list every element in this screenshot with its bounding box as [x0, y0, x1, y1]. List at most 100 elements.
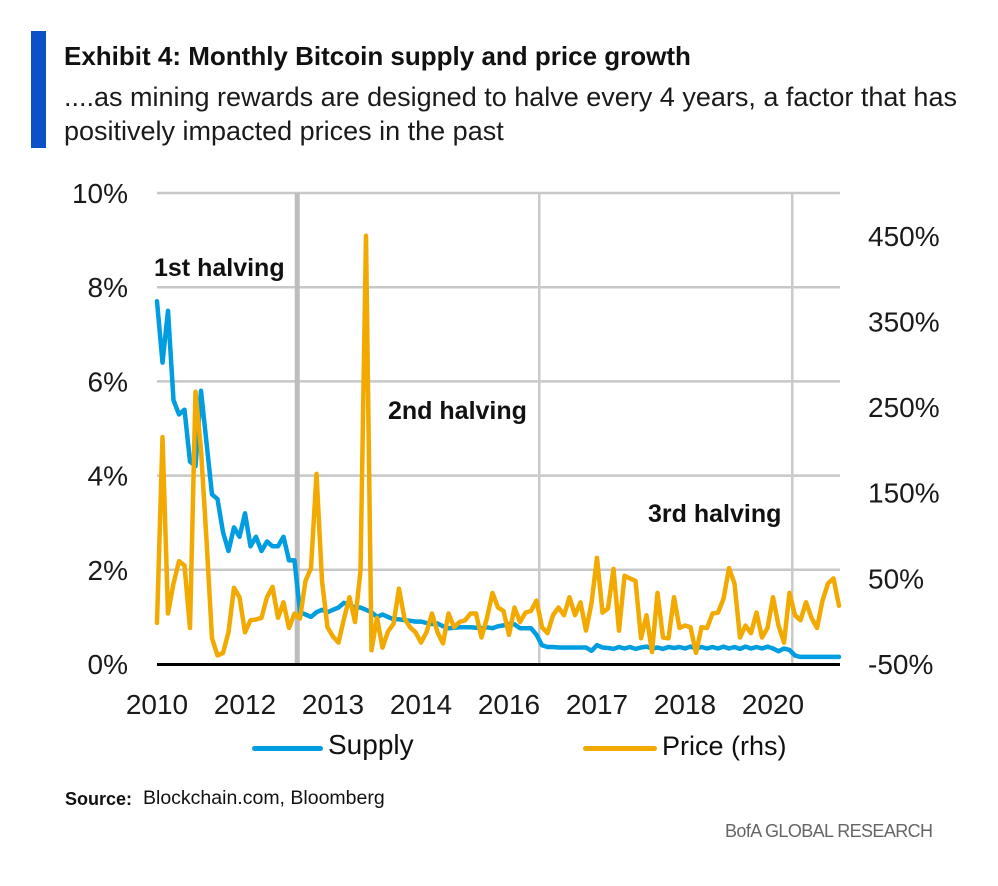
- supply-point: [579, 646, 582, 649]
- price-point: [238, 595, 241, 599]
- price-point: [667, 636, 670, 640]
- price-point: [705, 626, 709, 630]
- x-tick-label: 2018: [654, 689, 716, 720]
- price-point: [700, 625, 703, 629]
- price-point: [298, 617, 302, 621]
- supply-point: [491, 626, 494, 630]
- price-point: [392, 622, 395, 626]
- supply-point: [524, 626, 527, 630]
- exhibit-subtitle-line-2: positively impacted prices in the past: [64, 116, 504, 146]
- price-point: [177, 559, 181, 563]
- y-left-tick-label: 10%: [72, 178, 128, 209]
- price-point: [672, 595, 676, 599]
- price-point: [579, 600, 582, 604]
- price-point: [573, 613, 577, 617]
- supply-point: [832, 655, 835, 659]
- y-left-tick-label: 6%: [88, 366, 128, 397]
- supply-point: [700, 645, 703, 649]
- supply-point: [502, 623, 505, 627]
- price-point: [293, 612, 296, 615]
- price-point: [199, 448, 203, 452]
- supply-point: [397, 617, 401, 621]
- price-point: [738, 636, 742, 639]
- supply-point: [760, 647, 764, 650]
- price-point: [727, 566, 731, 570]
- supply-point: [540, 643, 544, 647]
- supply-point: [623, 647, 626, 650]
- price-point: [210, 636, 214, 640]
- price-point: [562, 613, 566, 617]
- price-point: [788, 591, 791, 595]
- supply-point: [568, 646, 571, 649]
- supply-point: [683, 647, 687, 650]
- price-point: [645, 613, 648, 617]
- price-point: [551, 613, 555, 617]
- price-point: [634, 579, 637, 583]
- price-point: [408, 625, 412, 629]
- supply-point: [282, 535, 285, 539]
- price-point: [282, 600, 285, 604]
- price-point: [375, 616, 379, 620]
- supply-point: [238, 535, 241, 539]
- supply-point: [590, 649, 593, 653]
- price-point: [469, 612, 472, 615]
- price-point: [661, 636, 665, 639]
- price-point: [364, 234, 368, 238]
- legend-label-supply: Supply: [328, 729, 414, 760]
- price-point: [271, 585, 274, 589]
- price-point: [359, 569, 362, 573]
- price-point: [568, 595, 571, 599]
- source-text: Blockchain.com, Bloomberg: [143, 787, 385, 809]
- supply-point: [249, 544, 252, 548]
- price-point: [782, 641, 786, 645]
- price-point: [804, 600, 808, 604]
- supply-point: [172, 398, 175, 402]
- price-point: [771, 595, 775, 599]
- y-right-tick-label: 50%: [868, 563, 924, 594]
- supply-point: [419, 620, 423, 624]
- supply-point: [777, 649, 780, 653]
- supply-point: [727, 647, 731, 650]
- annotation-1st-halving: 1st halving: [154, 254, 285, 282]
- source-label: Source:: [65, 789, 133, 809]
- price-point: [507, 633, 511, 637]
- supply-point: [364, 608, 368, 612]
- gridlines: [157, 191, 840, 572]
- price-point: [480, 636, 483, 639]
- price-point: [650, 650, 654, 654]
- supply-point: [639, 646, 643, 649]
- price-point: [491, 591, 494, 595]
- supply-point: [260, 549, 263, 553]
- price-point: [793, 613, 797, 617]
- price-point: [821, 599, 824, 603]
- price-point: [832, 576, 835, 580]
- price-point: [260, 616, 263, 620]
- supply-point: [315, 610, 318, 614]
- price-point: [161, 435, 164, 439]
- exhibit-subtitle-line-1: ....as mining rewards are designed to ha…: [64, 82, 957, 112]
- supply-point: [749, 647, 753, 650]
- supply-point: [634, 647, 637, 651]
- price-point: [656, 591, 659, 595]
- supply-point: [309, 615, 313, 619]
- price-point: [623, 574, 626, 578]
- price-point: [172, 582, 175, 585]
- y-right-tick-label: 150%: [868, 478, 940, 509]
- x-tick-label: 2014: [390, 689, 452, 720]
- price-point: [606, 606, 610, 610]
- supply-point: [771, 647, 775, 650]
- supply-point: [287, 558, 291, 562]
- price-point: [733, 582, 736, 585]
- supply-point: [738, 647, 742, 651]
- price-point: [502, 609, 505, 613]
- supply-point: [161, 361, 164, 365]
- supply-point: [628, 645, 632, 649]
- supply-point: [837, 655, 841, 659]
- price-point: [194, 390, 197, 394]
- x-tick-label: 2017: [566, 689, 628, 720]
- supply-point: [216, 497, 219, 501]
- legend-swatch-price: [583, 746, 657, 751]
- supply-point: [755, 645, 758, 649]
- y-left-tick-label: 8%: [88, 272, 128, 303]
- price-series: [154, 233, 842, 658]
